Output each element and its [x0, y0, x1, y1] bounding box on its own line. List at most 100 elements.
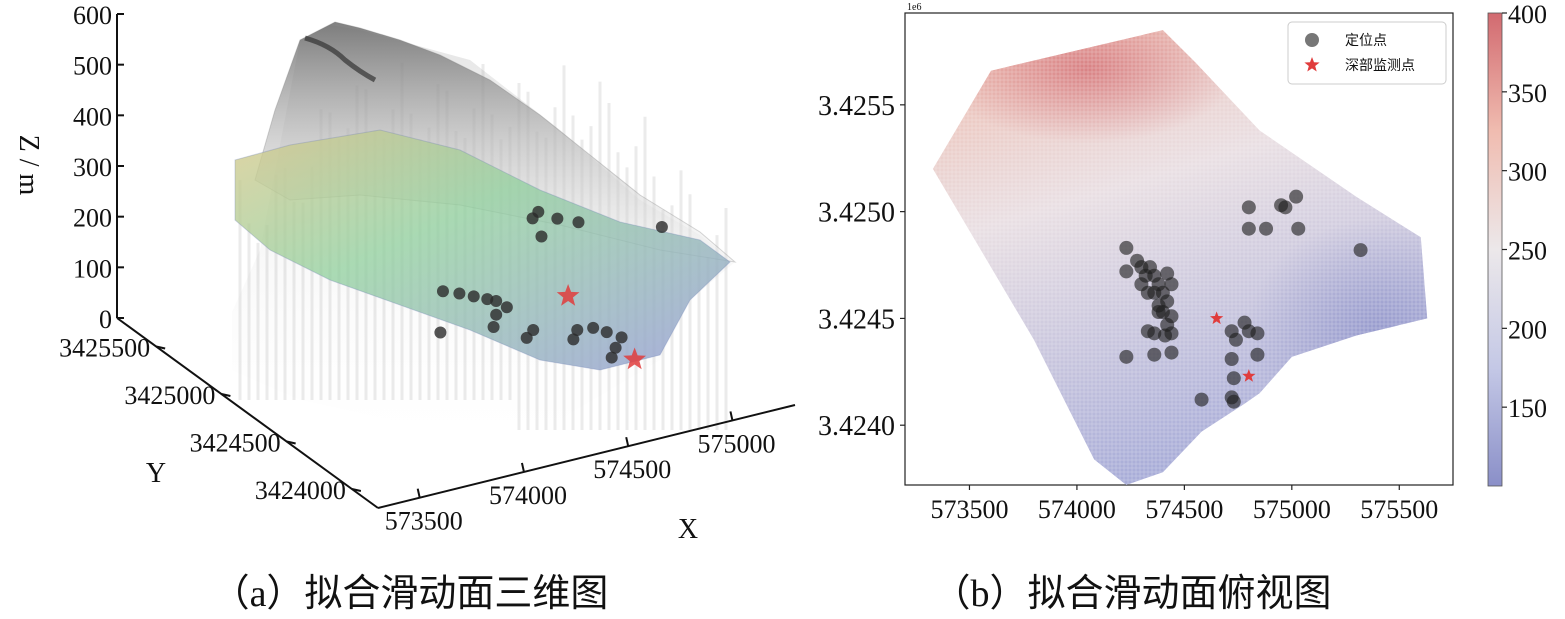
- locating-point: [1147, 326, 1162, 341]
- y-tick-label: 3425000: [124, 381, 215, 410]
- panel-a-3d-plot: 0 100 200 300 400 500 600 Z / m 3424000 3424500…: [13, 1, 796, 545]
- x-axis-ticks: 573500 574000 574500 575000 575500: [930, 485, 1438, 524]
- locating-point: [1228, 332, 1243, 347]
- terrain-ridge: [304, 35, 377, 83]
- colorbar-ticks: 150 200 250 300 350 400: [1502, 0, 1547, 423]
- locating-point: [572, 216, 585, 229]
- z-tick-label: 600: [73, 1, 112, 30]
- x-tick-mark: [520, 462, 525, 473]
- locating-point: [615, 331, 628, 344]
- z-tick-label: 200: [73, 204, 112, 233]
- legend: 定位点 深部监测点: [1287, 21, 1447, 85]
- locating-point: [1158, 328, 1173, 343]
- monitoring-star: [556, 284, 580, 306]
- x-axis-label: X: [678, 514, 698, 545]
- y-tick-mark: [286, 440, 296, 445]
- locating-point: [605, 351, 618, 364]
- locating-point: [490, 294, 503, 307]
- locating-point: [436, 285, 449, 298]
- y-axis-ticks: 3.4240 3.4245 3.4250 3.4255: [818, 91, 905, 442]
- z-tick-label: 500: [73, 52, 112, 81]
- monitoring-star: [623, 347, 646, 370]
- locating-point: [1119, 349, 1134, 364]
- y-tick-label: 3.4250: [818, 198, 895, 229]
- x-tick-label: 573500: [385, 507, 463, 536]
- locating-point: [490, 308, 503, 321]
- locating-point: [1119, 240, 1134, 255]
- locating-point: [1250, 326, 1265, 341]
- sliding-surface: [234, 129, 731, 371]
- locating-point: [535, 230, 548, 243]
- locating-point: [1151, 305, 1166, 320]
- colorbar-tick-label: 150: [1508, 394, 1547, 423]
- panel-b-top-view: 1e6 573500 574000 574500 575000 575500 3.424…: [818, 0, 1547, 524]
- locating-point: [1291, 221, 1306, 236]
- colorbar-tick-label: 200: [1508, 315, 1547, 344]
- colorbar-tick-label: 400: [1508, 0, 1547, 29]
- locating-point: [600, 326, 613, 339]
- z-tick-label: 100: [73, 254, 112, 283]
- locating-point: [1353, 243, 1368, 258]
- locating-point: [1224, 351, 1239, 366]
- legend-label-locating-points: 定位点: [1345, 33, 1387, 49]
- locating-point: [487, 321, 500, 334]
- locating-point: [532, 205, 545, 218]
- colorbar: 150 200 250 300 350 400: [1487, 0, 1547, 487]
- legend-star-marker: [1304, 57, 1320, 72]
- y-tick-label: 3.4245: [818, 304, 895, 335]
- z-tick-label: 400: [73, 102, 112, 131]
- x-axis-ticks: 573500 574000 574500 575000: [385, 411, 775, 536]
- locating-point: [1160, 266, 1175, 281]
- locating-point: [1237, 315, 1252, 330]
- y-tick-label: 3424500: [190, 429, 281, 458]
- y-tick-label: 3425500: [59, 334, 150, 363]
- locating-point: [1226, 394, 1241, 409]
- y-offset-label: 1e6: [907, 2, 921, 13]
- x-tick-label: 575500: [1360, 495, 1438, 524]
- locating-point: [567, 333, 580, 346]
- locating-point: [1259, 221, 1274, 236]
- x-tick-label: 575000: [1253, 495, 1331, 524]
- locating-point: [1164, 277, 1179, 292]
- locating-point: [571, 323, 584, 336]
- locating-point: [434, 326, 447, 339]
- y-tick-mark: [221, 393, 231, 397]
- locating-point: [1278, 200, 1293, 215]
- z-axis-label: Z / m: [13, 135, 44, 196]
- x-tick-label: 574500: [593, 455, 671, 484]
- locating-point: [500, 301, 513, 314]
- caption-a: （a）拟合滑动面三维图: [212, 573, 609, 615]
- colorbar-scale: [1487, 12, 1503, 487]
- x-tick-label: 574000: [489, 481, 567, 510]
- y-tick-label: 3424000: [255, 476, 346, 505]
- x-tick-label: 573500: [930, 495, 1008, 524]
- monitoring-star: [1242, 369, 1256, 382]
- locating-point: [467, 290, 480, 303]
- x-tick-mark: [416, 488, 421, 498]
- locating-point: [1147, 347, 1162, 362]
- z-tick-label: 300: [73, 153, 112, 182]
- y-tick-label: 3.4255: [818, 91, 895, 122]
- locating-point: [1250, 347, 1265, 362]
- y-axis-ticks: 3424000 3424500 3425000 3425500: [59, 334, 362, 505]
- x-tick-label: 574000: [1038, 495, 1116, 524]
- locating-point: [1241, 200, 1256, 215]
- locating-point: [1241, 221, 1256, 236]
- x-tick-label: 574500: [1145, 495, 1223, 524]
- caption-b: （b）拟合滑动面俯视图: [932, 573, 1331, 615]
- colorbar-tick-label: 350: [1508, 79, 1547, 108]
- locating-point: [1119, 264, 1134, 279]
- locating-point: [1289, 189, 1304, 204]
- y-tick-label: 3.4240: [818, 411, 895, 442]
- colorbar-tick-label: 250: [1508, 237, 1547, 266]
- z-axis-ticks: 0 100 200 300 400 500 600: [73, 1, 124, 334]
- legend-label-deep-monitoring: 深部监测点: [1345, 58, 1415, 74]
- y-axis-label: Y: [146, 458, 166, 489]
- locating-point: [655, 221, 668, 234]
- monitoring-star: [1210, 311, 1224, 325]
- locating-point: [1164, 345, 1179, 360]
- panel-b-points: [1119, 189, 1368, 409]
- x-tick-mark: [625, 436, 630, 447]
- y-tick-mark: [155, 345, 166, 350]
